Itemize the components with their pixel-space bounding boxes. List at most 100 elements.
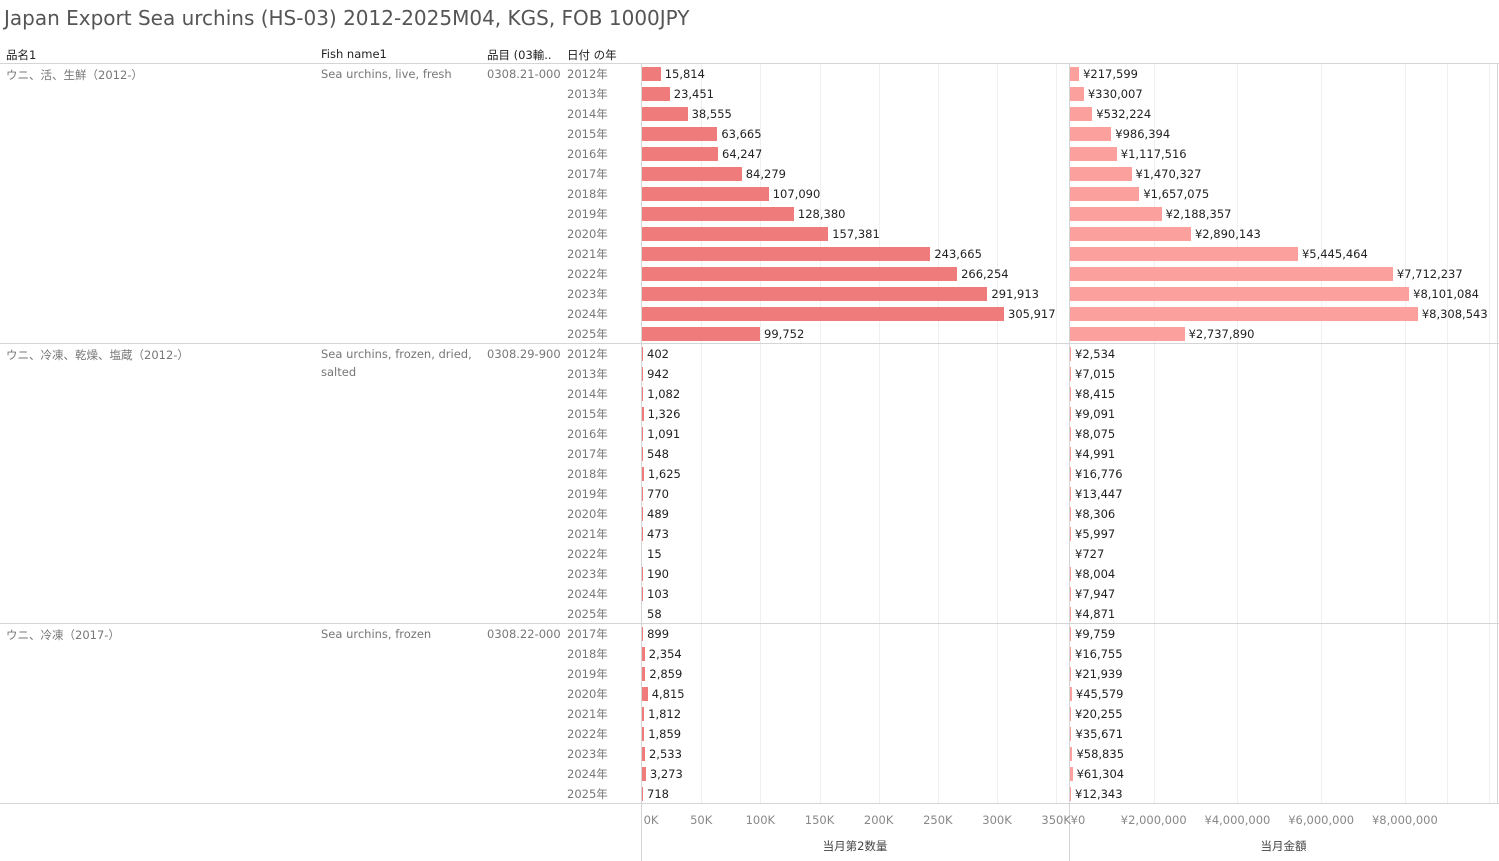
value-bar[interactable] xyxy=(1070,247,1298,261)
value-bar[interactable] xyxy=(1070,487,1071,501)
year-label: 2020年 xyxy=(567,507,608,521)
year-label: 2020年 xyxy=(567,227,608,241)
value-bar[interactable] xyxy=(1070,167,1132,181)
quantity-bar[interactable] xyxy=(642,467,644,481)
header-name-jp[interactable]: 品名1 xyxy=(6,48,37,62)
year-label: 2017年 xyxy=(567,447,608,461)
year-label: 2016年 xyxy=(567,147,608,161)
quantity-bar[interactable] xyxy=(642,527,643,541)
value-label: ¥61,304 xyxy=(1076,767,1125,781)
quantity-bar[interactable] xyxy=(642,687,648,701)
year-label: 2015年 xyxy=(567,127,608,141)
value-bar[interactable] xyxy=(1070,107,1093,121)
group-name-en: Sea urchins, live, fresh xyxy=(321,67,452,81)
value-bar[interactable] xyxy=(1070,467,1071,481)
value-bar[interactable] xyxy=(1070,227,1191,241)
quantity-bar[interactable] xyxy=(642,487,643,501)
quantity-label: 473 xyxy=(647,527,669,541)
group-code: 0308.22-000 xyxy=(487,627,561,641)
value-label: ¥986,394 xyxy=(1115,127,1171,141)
quantity-bar[interactable] xyxy=(642,667,646,681)
quantity-bar[interactable] xyxy=(642,367,644,381)
value-bar[interactable] xyxy=(1070,687,1072,701)
value-axis-tick: ¥6,000,000 xyxy=(1288,813,1355,827)
quantity-bar[interactable] xyxy=(642,227,829,241)
quantity-bar[interactable] xyxy=(642,447,643,461)
value-bar[interactable] xyxy=(1070,647,1071,661)
value-label: ¥9,759 xyxy=(1075,627,1116,641)
quantity-label: 718 xyxy=(647,787,669,801)
value-label: ¥217,599 xyxy=(1083,67,1138,81)
year-label: 2017年 xyxy=(567,627,608,641)
value-bar[interactable] xyxy=(1070,207,1162,221)
quantity-label: 1,812 xyxy=(648,707,682,721)
value-label: ¥1,470,327 xyxy=(1135,167,1202,181)
quantity-bar[interactable] xyxy=(642,107,688,121)
quantity-bar[interactable] xyxy=(642,327,761,341)
quantity-label: 23,451 xyxy=(673,87,714,101)
quantity-bar[interactable] xyxy=(642,267,958,281)
year-label: 2024年 xyxy=(567,307,608,321)
quantity-label: 243,665 xyxy=(934,247,982,261)
year-label: 2023年 xyxy=(567,287,608,301)
value-bar[interactable] xyxy=(1070,727,1072,741)
quantity-bar[interactable] xyxy=(642,707,645,721)
value-bar[interactable] xyxy=(1070,127,1112,141)
quantity-bar[interactable] xyxy=(642,87,670,101)
value-bar[interactable] xyxy=(1070,787,1071,801)
quantity-bar[interactable] xyxy=(642,387,644,401)
value-bar[interactable] xyxy=(1070,327,1185,341)
quantity-label: 899 xyxy=(647,627,670,641)
gridline xyxy=(937,64,939,804)
quantity-bar[interactable] xyxy=(642,287,988,301)
value-bar[interactable] xyxy=(1070,267,1393,281)
quantity-bar[interactable] xyxy=(642,407,644,421)
value-bar[interactable] xyxy=(1070,67,1080,81)
value-bar[interactable] xyxy=(1070,747,1073,761)
quantity-bar[interactable] xyxy=(642,207,794,221)
value-label: ¥45,579 xyxy=(1075,687,1124,701)
header-year[interactable]: 日付 の年 xyxy=(567,48,617,62)
quantity-axis-tick: 350K xyxy=(1041,813,1071,827)
value-bar[interactable] xyxy=(1070,767,1073,781)
value-bar[interactable] xyxy=(1070,307,1418,321)
value-label: ¥16,776 xyxy=(1075,467,1123,481)
year-label: 2024年 xyxy=(567,767,608,781)
value-label: ¥8,308,543 xyxy=(1421,307,1488,321)
value-bar[interactable] xyxy=(1070,87,1084,101)
gridline xyxy=(997,64,998,804)
quantity-bar[interactable] xyxy=(642,187,769,201)
quantity-bar[interactable] xyxy=(642,767,646,781)
value-label: ¥1,657,075 xyxy=(1143,187,1210,201)
group-code: 0308.29-900 xyxy=(487,347,561,361)
quantity-bar[interactable] xyxy=(642,627,644,641)
gridline xyxy=(1321,64,1323,804)
quantity-bar[interactable] xyxy=(642,127,718,141)
quantity-bar[interactable] xyxy=(642,647,645,661)
quantity-bar[interactable] xyxy=(642,167,742,181)
value-bar[interactable] xyxy=(1070,287,1410,301)
header-code[interactable]: 品目 (03輸.. xyxy=(487,48,552,62)
quantity-bar[interactable] xyxy=(642,507,643,521)
quantity-bar[interactable] xyxy=(642,787,643,801)
gridline xyxy=(1488,64,1490,804)
quantity-bar[interactable] xyxy=(642,747,645,761)
value-bar[interactable] xyxy=(1070,187,1140,201)
value-axis-tick: ¥8,000,000 xyxy=(1371,813,1438,827)
year-label: 2013年 xyxy=(567,87,608,101)
quantity-bar[interactable] xyxy=(642,147,719,161)
year-label: 2019年 xyxy=(567,487,608,501)
value-label: ¥4,871 xyxy=(1075,607,1116,621)
quantity-label: 402 xyxy=(647,347,669,361)
quantity-bar[interactable] xyxy=(642,67,661,81)
quantity-bar[interactable] xyxy=(642,727,645,741)
quantity-bar[interactable] xyxy=(642,247,931,261)
value-bar[interactable] xyxy=(1070,147,1117,161)
group-divider xyxy=(0,623,1499,624)
quantity-bar[interactable] xyxy=(642,427,644,441)
value-bar[interactable] xyxy=(1070,707,1071,721)
header-name-en[interactable]: Fish name1 xyxy=(321,47,387,61)
value-bar[interactable] xyxy=(1070,667,1071,681)
quantity-bar[interactable] xyxy=(642,307,1004,321)
value-axis-tick: ¥4,000,000 xyxy=(1204,813,1271,827)
